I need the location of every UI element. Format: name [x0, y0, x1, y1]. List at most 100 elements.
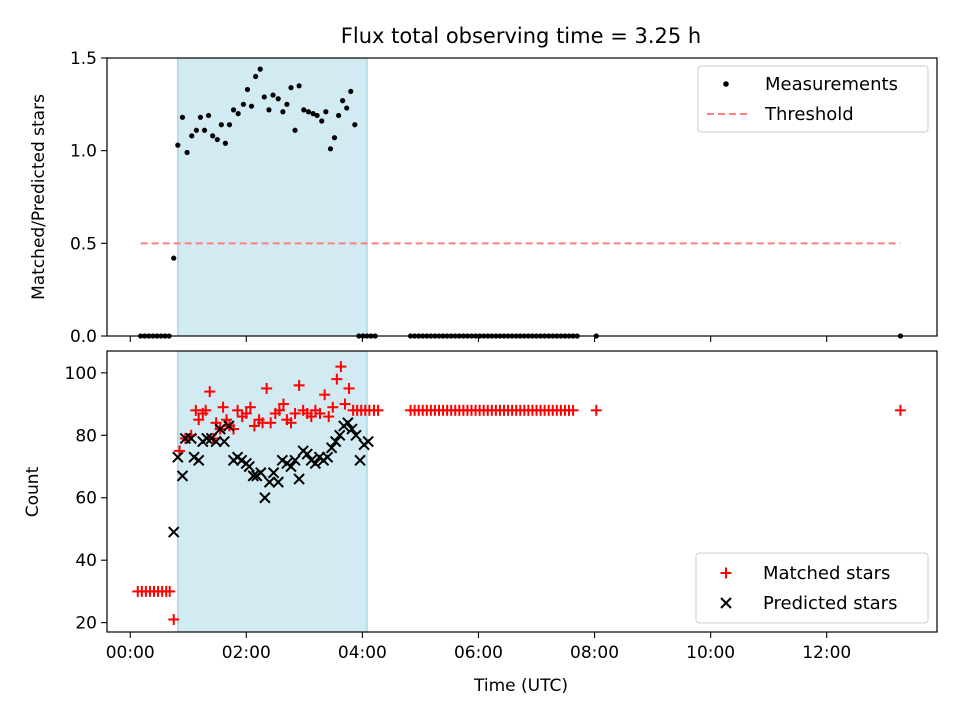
matched-star-point	[217, 401, 229, 413]
measurement-point	[197, 114, 204, 120]
measurement-point	[296, 83, 302, 89]
x-tick-label: 00:00	[106, 643, 155, 663]
measurement-point	[310, 111, 316, 117]
predicted-star-point	[334, 429, 346, 442]
measurement-point	[171, 255, 177, 261]
predicted-star-point	[289, 454, 301, 466]
measurement-point	[352, 122, 358, 128]
bottom-x-axis-label: Time (UTC)	[473, 676, 568, 696]
y-tick-label: 0.0	[70, 327, 97, 347]
matched-star-point	[248, 420, 260, 432]
measurement-point	[331, 135, 338, 141]
measurement-point	[266, 107, 272, 113]
x-tick-label: 10:00	[686, 643, 735, 663]
matched-star-point	[331, 373, 343, 385]
top-panel: 0.0 0.5 1.0 1.5 Matched/Predicted stars Mea…	[29, 49, 938, 347]
predicted-star-point	[346, 423, 358, 435]
bottom-panel: 20 40 60 80 100 00:00 02:00 04:00 06:00 08:00 10:…	[23, 350, 938, 696]
y-tick-label: 80	[75, 426, 97, 446]
predicted-star-point	[350, 429, 362, 442]
bottom-predicted-points	[168, 417, 374, 538]
predicted-star-point	[201, 432, 213, 445]
y-tick-label: 20	[75, 614, 97, 634]
matched-star-point	[200, 404, 212, 416]
matched-star-point	[590, 404, 602, 416]
predicted-star-point	[168, 526, 180, 538]
chart-title: Flux total observing time = 3.25 h	[341, 24, 701, 48]
legend-cross-glyph	[720, 597, 732, 609]
predicted-star-point	[301, 448, 313, 460]
matched-star-point	[240, 407, 252, 419]
predicted-star-point	[185, 432, 197, 445]
measurement-point	[214, 136, 220, 143]
legend-predicted-marker	[720, 597, 732, 609]
x-tick-label: 06:00	[454, 643, 503, 663]
predicted-star-point	[272, 476, 284, 488]
predicted-star-point	[172, 451, 184, 463]
predicted-star-point	[321, 451, 334, 463]
matched-star-point	[244, 401, 256, 413]
measurement-point	[288, 85, 294, 91]
measurement-point	[275, 96, 281, 102]
matched-star-point	[210, 417, 222, 429]
predicted-star-point	[255, 467, 267, 479]
predicted-star-point	[267, 467, 280, 479]
matched-star-point	[261, 382, 273, 394]
top-y-ticks: 0.0 0.5 1.0 1.5	[70, 49, 107, 347]
matched-star-point	[323, 411, 335, 423]
measurement-point	[305, 109, 312, 115]
matched-star-point	[327, 401, 339, 413]
legend-matched-label: Matched stars	[763, 563, 890, 584]
matched-star-point	[277, 398, 289, 410]
predicted-star-point	[176, 470, 189, 482]
predicted-star-point	[263, 476, 276, 488]
predicted-star-point	[325, 442, 338, 454]
top-legend: Measurements Threshold	[697, 65, 929, 133]
predicted-star-point	[192, 454, 205, 466]
bottom-legend: Matched stars Predicted stars	[695, 552, 929, 624]
measurement-point	[270, 92, 276, 98]
matched-star-point	[372, 404, 384, 416]
bottom-matched-points	[132, 361, 906, 626]
measurement-point	[257, 66, 263, 72]
measurement-point	[301, 107, 307, 113]
measurement-point	[175, 142, 181, 148]
predicted-star-point	[247, 470, 259, 482]
top-shaded-interval	[177, 57, 368, 337]
matched-star-point	[193, 414, 205, 426]
matched-star-point	[265, 417, 277, 429]
measurement-point	[319, 118, 325, 124]
matched-star-point	[894, 404, 906, 416]
matched-star-point	[285, 417, 297, 429]
measurement-point	[335, 112, 342, 119]
y-tick-label: 1.0	[70, 142, 97, 162]
legend-measurements-marker	[723, 81, 729, 87]
matched-star-point	[190, 404, 202, 416]
predicted-star-point	[223, 420, 235, 432]
x-tick-label: 12:00	[802, 643, 851, 663]
predicted-star-point	[218, 435, 230, 448]
top-y-axis-label: Matched/Predicted stars	[29, 94, 49, 300]
measurement-point	[327, 146, 334, 152]
matched-star-point	[204, 386, 216, 398]
measurement-point	[222, 140, 229, 146]
measurement-point	[292, 127, 298, 133]
predicted-star-point	[354, 454, 366, 466]
y-tick-label: 100	[65, 364, 97, 384]
measurement-point	[184, 149, 190, 156]
measurement-point	[252, 73, 259, 80]
measurement-point	[323, 109, 329, 115]
predicted-star-point	[342, 417, 354, 429]
top-legend-box	[697, 65, 929, 133]
matched-star-point	[273, 404, 285, 416]
bottom-y-axis-label: Count	[23, 466, 43, 517]
matched-star-point	[232, 404, 244, 416]
matched-star-point	[289, 407, 301, 419]
measurement-point	[210, 133, 216, 139]
predicted-star-point	[243, 460, 255, 473]
measurement-point	[248, 103, 255, 109]
legend-threshold-label: Threshold	[764, 104, 854, 125]
bottom-shaded-interval	[177, 350, 368, 633]
measurement-point	[226, 122, 233, 128]
